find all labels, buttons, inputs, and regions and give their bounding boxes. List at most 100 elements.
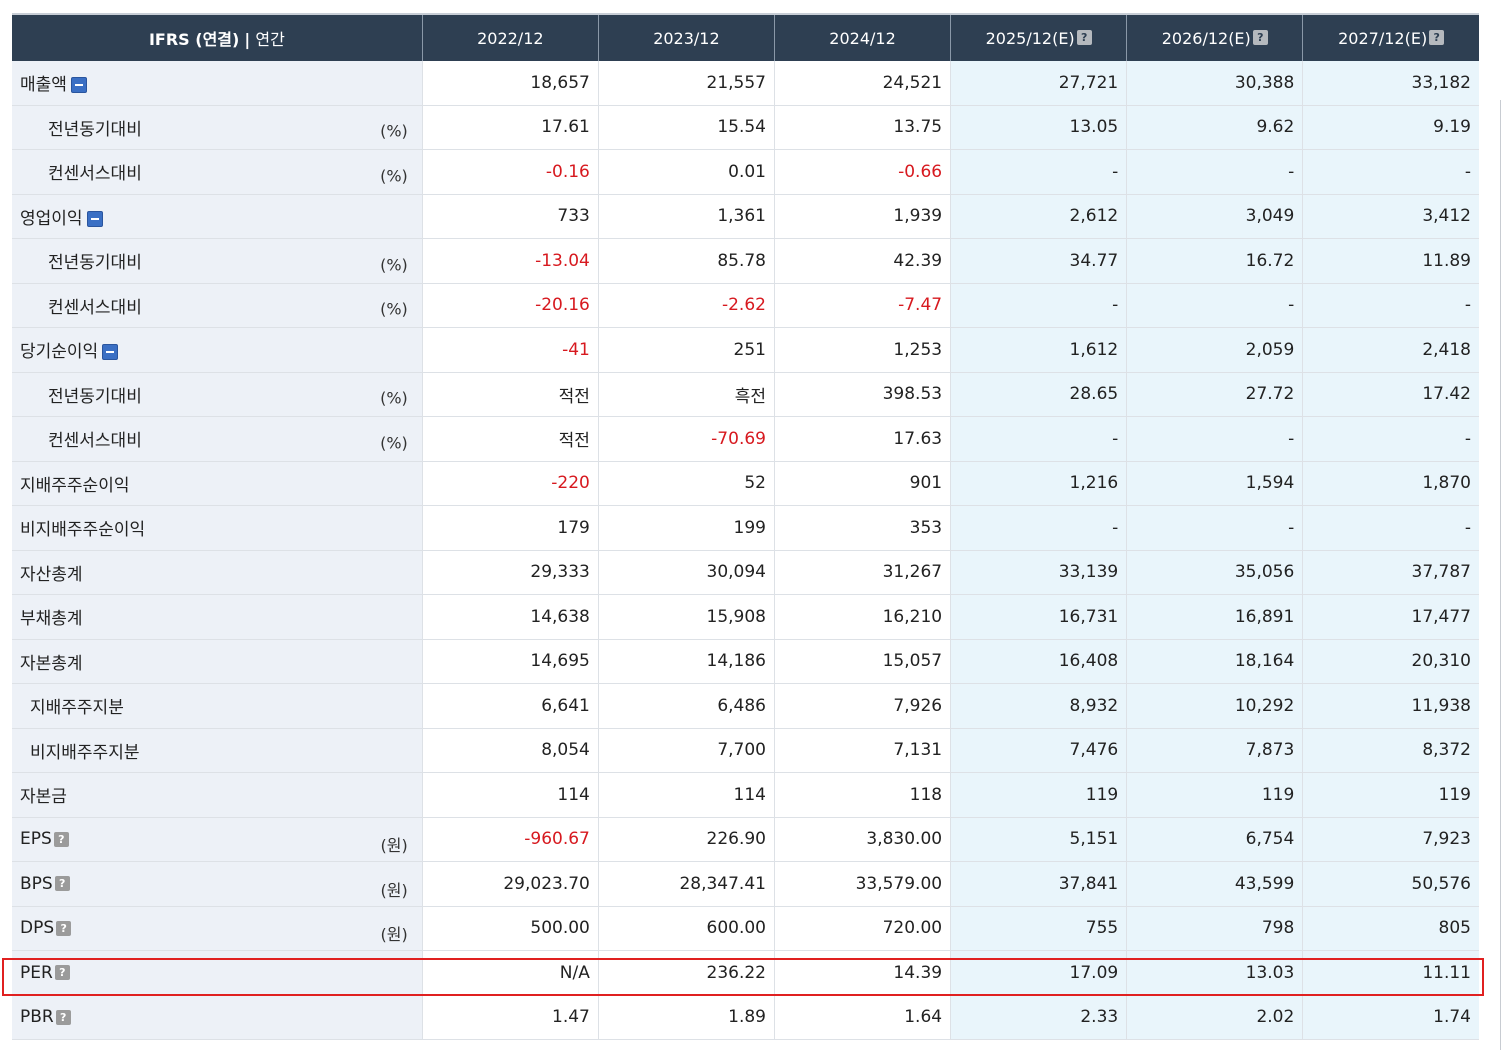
value-cell: 1.89 xyxy=(597,995,775,1040)
value-cell: 114 xyxy=(421,772,599,818)
value-cell: 226.90 xyxy=(597,817,775,862)
value-cell: 7,923 xyxy=(1302,817,1479,862)
value-cell: 28,347.41 xyxy=(597,861,775,907)
row-unit: (원) xyxy=(380,836,408,856)
help-icon[interactable]: ? xyxy=(1252,29,1268,45)
value-cell: 353 xyxy=(773,505,951,551)
row-label-cell: 전년동기대비 (%) xyxy=(12,372,423,417)
value-cell: 17.61 xyxy=(421,105,599,150)
value-cell: 755 xyxy=(950,906,1127,951)
help-icon[interactable]: ? xyxy=(53,831,69,847)
collapse-minus-icon[interactable] xyxy=(70,77,87,94)
value-cell: -220 xyxy=(421,461,599,506)
value-cell: 251 xyxy=(597,327,775,373)
value-cell: 5,151 xyxy=(950,817,1127,862)
value-cell: 42.39 xyxy=(773,238,951,284)
value-cell: 8,054 xyxy=(421,728,599,773)
value-cell: 14,695 xyxy=(421,639,599,684)
value-cell: 17.63 xyxy=(773,416,951,462)
row-label-cell: 부채총계 xyxy=(12,594,423,640)
row-label: 전년동기대비 xyxy=(48,119,142,140)
value-cell: 43,599 xyxy=(1126,861,1303,907)
value-cell: -0.16 xyxy=(421,149,599,195)
header-separator: | xyxy=(244,30,251,49)
value-cell: -13.04 xyxy=(421,238,599,284)
value-cell: 13.75 xyxy=(773,105,951,150)
row-label-cell: BPS? (원) xyxy=(12,861,423,907)
value-cell: 805 xyxy=(1302,906,1479,951)
value-cell: 17,477 xyxy=(1302,594,1479,640)
value-cell: 35,056 xyxy=(1126,550,1303,595)
value-cell: 18,657 xyxy=(421,61,599,106)
row-label-cell: 전년동기대비 (%) xyxy=(12,105,423,150)
header-col-label: 2026/12(E) xyxy=(1161,28,1251,48)
value-cell: 28.65 xyxy=(950,372,1127,417)
table-row: 영업이익 733 1,361 1,939 2,612 3,049 3,412 xyxy=(12,194,1479,239)
value-cell: - xyxy=(950,505,1127,551)
value-cell: 18,164 xyxy=(1126,639,1303,684)
value-cell: 16,891 xyxy=(1126,594,1303,640)
help-icon[interactable]: ? xyxy=(55,1009,71,1025)
row-unit: (%) xyxy=(380,121,408,141)
value-cell: 11.11 xyxy=(1302,950,1479,996)
collapse-minus-icon[interactable] xyxy=(86,210,103,227)
value-cell: 37,787 xyxy=(1302,550,1479,595)
row-label: 영업이익 xyxy=(20,208,83,229)
table-row: 컨센서스대비 (%) -0.16 0.01 -0.66- - - xyxy=(12,149,1479,195)
help-icon[interactable]: ? xyxy=(1076,29,1092,45)
row-label: 자산총계 xyxy=(20,564,83,585)
value-cell: 0.01 xyxy=(597,149,775,195)
row-label: 비지배주주순이익 xyxy=(20,520,146,541)
value-cell: -20.16 xyxy=(421,283,599,328)
value-cell: 15.54 xyxy=(597,105,775,150)
value-cell: 21,557 xyxy=(597,61,775,106)
help-icon[interactable]: ? xyxy=(54,876,70,892)
help-icon[interactable]: ? xyxy=(1429,29,1445,45)
table-row: 비지배주주순이익 179 199 353- - - xyxy=(12,505,1479,551)
financial-summary-table: IFRS (연결) | 연간 2022/12 2023/12 2024/12 2025… xyxy=(12,13,1479,1040)
row-label-cell: 전년동기대비 (%) xyxy=(12,238,423,284)
collapse-minus-icon[interactable] xyxy=(102,344,119,361)
table-row: 부채총계 14,638 15,908 16,210 16,731 16,891 17,477 xyxy=(12,594,1479,640)
value-cell: 6,754 xyxy=(1126,817,1303,862)
value-cell: 85.78 xyxy=(597,238,775,284)
row-label: 부채총계 xyxy=(20,609,83,630)
value-cell: 13.03 xyxy=(1126,950,1303,996)
value-cell: 14,638 xyxy=(421,594,599,640)
table-row: 전년동기대비 (%) -13.04 85.78 42.39 34.77 16.72 11.89 xyxy=(12,238,1479,284)
value-cell: 2,059 xyxy=(1126,327,1303,373)
header-col-label: 2025/12(E) xyxy=(985,28,1075,48)
value-cell: - xyxy=(1126,416,1303,462)
value-cell: -0.66 xyxy=(773,149,951,195)
value-cell: 29,333 xyxy=(421,550,599,595)
row-label: 당기순이익 xyxy=(20,342,99,363)
row-label-cell: 비지배주주지분 xyxy=(12,728,423,773)
table-row: 자본총계 14,695 14,186 15,057 16,408 18,164 20,310 xyxy=(12,639,1479,684)
value-cell: 16,731 xyxy=(950,594,1127,640)
value-cell: 199 xyxy=(597,505,775,551)
row-label: 전년동기대비 xyxy=(48,386,142,407)
value-cell: 1,939 xyxy=(773,194,951,239)
table-row: DPS? (원) 500.00 600.00 720.00 755 798 805 xyxy=(12,906,1479,951)
row-label-cell: 매출액 xyxy=(12,61,423,106)
value-cell: 33,182 xyxy=(1302,61,1479,106)
value-cell: 17.09 xyxy=(950,950,1127,996)
row-label-cell: 당기순이익 xyxy=(12,327,423,373)
row-label-cell: 자산총계 xyxy=(12,550,423,595)
value-cell: 733 xyxy=(421,194,599,239)
help-icon[interactable]: ? xyxy=(54,965,70,981)
header-period-type: IFRS (연결) | 연간 xyxy=(12,13,423,61)
header-col-2023-12: 2023/12 xyxy=(597,13,775,61)
value-cell: 29,023.70 xyxy=(421,861,599,907)
header-col-label: 2027/12(E) xyxy=(1338,28,1428,48)
table-row: 지배주주지분 6,641 6,486 7,926 8,932 10,292 11,938 xyxy=(12,683,1479,729)
value-cell: 30,388 xyxy=(1126,61,1303,106)
header-col-label: 2024/12 xyxy=(829,28,896,48)
row-label-cell: 영업이익 xyxy=(12,194,423,239)
row-label: DPS xyxy=(20,918,55,939)
value-cell: 119 xyxy=(1302,772,1479,818)
header-col-2024-12: 2024/12 xyxy=(773,13,951,61)
header-col-label: 2022/12 xyxy=(477,28,544,48)
help-icon[interactable]: ? xyxy=(56,920,72,936)
row-label-cell: 컨센서스대비 (%) xyxy=(12,149,423,195)
